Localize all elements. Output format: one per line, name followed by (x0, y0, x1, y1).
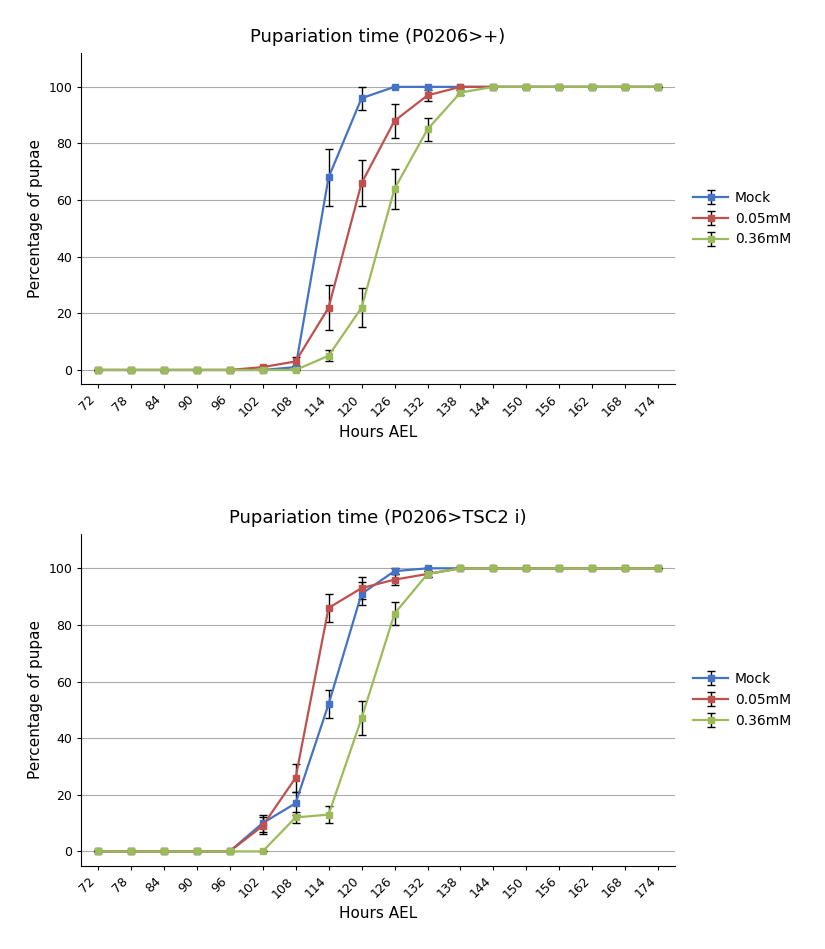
Title: Pupariation time (P0206>+): Pupariation time (P0206>+) (251, 28, 506, 46)
X-axis label: Hours AEL: Hours AEL (339, 906, 417, 921)
Y-axis label: Percentage of pupae: Percentage of pupae (28, 139, 43, 298)
Title: Pupariation time (P0206>TSC2 i): Pupariation time (P0206>TSC2 i) (229, 510, 527, 528)
Y-axis label: Percentage of pupae: Percentage of pupae (28, 621, 43, 779)
Legend: Mock, 0.05mM, 0.36mM: Mock, 0.05mM, 0.36mM (688, 666, 797, 734)
Legend: Mock, 0.05mM, 0.36mM: Mock, 0.05mM, 0.36mM (688, 185, 797, 252)
X-axis label: Hours AEL: Hours AEL (339, 425, 417, 439)
